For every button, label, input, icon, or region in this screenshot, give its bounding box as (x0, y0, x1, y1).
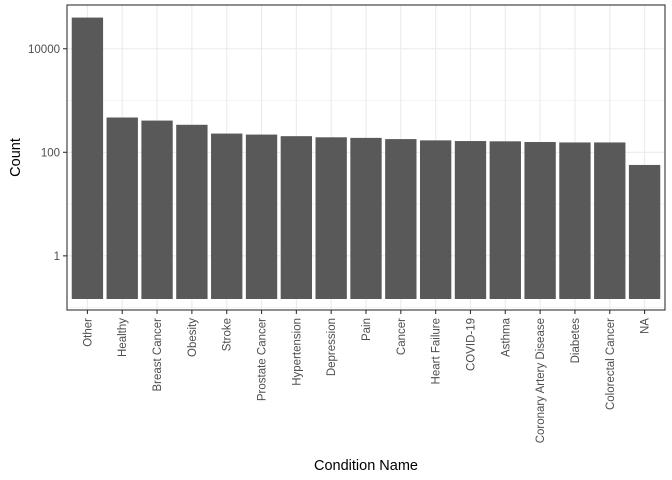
x-tick-label: Coronary Artery Disease (535, 318, 547, 443)
y-tick-label: 100 (41, 147, 60, 159)
y-tick-label: 1 (54, 251, 60, 263)
x-axis: Other Healthy Breast Cancer Obesity Stroke Pr… (82, 310, 652, 443)
bar (245, 134, 278, 299)
x-tick-label: Breast Cancer (152, 318, 164, 392)
y-axis: 1 100 10000 (28, 44, 67, 263)
x-tick-label: Prostate Cancer (257, 318, 269, 401)
x-tick-label: Heart Failure (431, 318, 443, 384)
bar (176, 124, 208, 300)
bar (385, 139, 417, 299)
x-tick-label: Cancer (396, 318, 408, 355)
bars-group (71, 17, 661, 300)
bar (489, 141, 521, 299)
x-tick-label: Hypertension (291, 318, 303, 386)
bar (628, 164, 661, 299)
x-tick-label: NA (640, 318, 652, 334)
x-tick-label: Other (82, 318, 94, 347)
x-tick-label: Obesity (187, 318, 199, 357)
bar (141, 120, 173, 299)
bar (106, 117, 138, 299)
x-tick-label: Depression (326, 318, 338, 376)
x-tick-label: Diabetes (570, 318, 582, 364)
x-tick-label: Healthy (117, 318, 129, 357)
x-axis-title: Condition Name (314, 458, 418, 474)
y-tick-label: 10000 (28, 44, 60, 56)
x-tick-label: Pain (361, 318, 373, 341)
x-tick-label: Asthma (500, 317, 512, 357)
x-tick-label: Colorectal Cancer (605, 318, 617, 410)
bar (419, 140, 452, 299)
bar (211, 133, 243, 299)
bar (71, 17, 104, 299)
bar (559, 142, 591, 299)
x-tick-label: COVID-19 (465, 318, 477, 371)
bar (524, 142, 556, 299)
bar (350, 137, 382, 299)
y-axis-title: Count (8, 138, 24, 177)
bar (454, 141, 487, 299)
bar (594, 142, 626, 299)
x-tick-label: Stroke (222, 318, 234, 351)
bar (315, 137, 347, 299)
bar (280, 136, 313, 299)
